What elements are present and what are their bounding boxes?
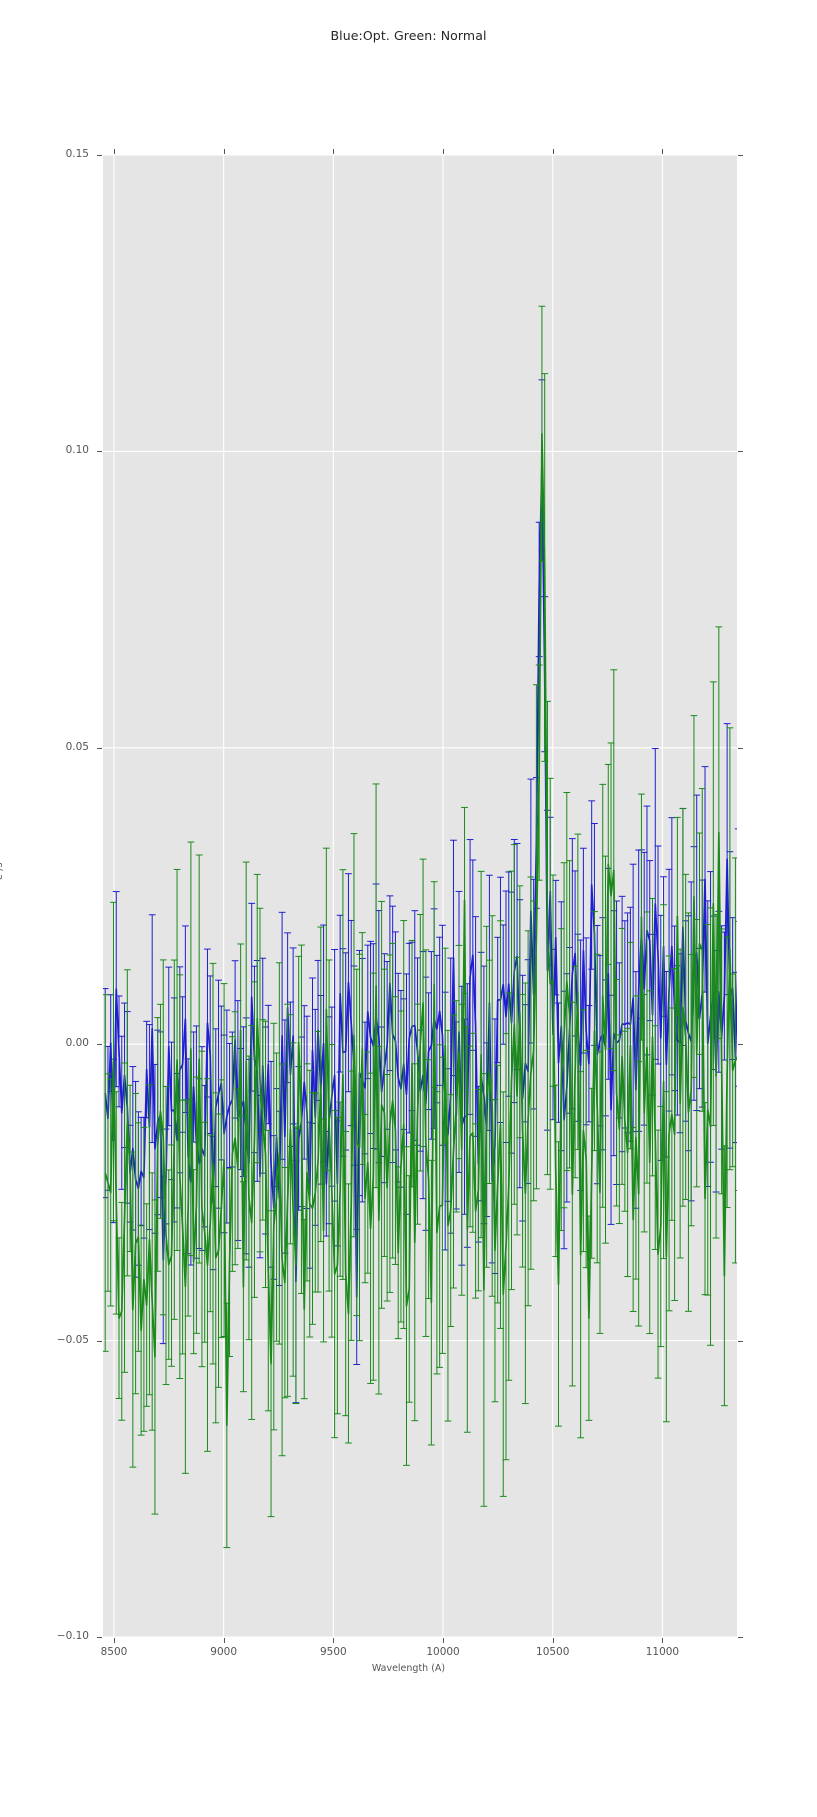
- y-tick-mark-right: [738, 747, 743, 749]
- x-tick-mark: [443, 1638, 445, 1643]
- page-title: Blue:Opt. Green: Normal: [330, 28, 487, 43]
- x-tick-mark: [223, 1638, 225, 1643]
- x-tick-mark: [662, 1638, 664, 1643]
- spectrum-plot: [103, 155, 737, 1637]
- y-tick-label: 0.10: [65, 444, 89, 457]
- data-layer: [103, 305, 737, 1549]
- x-tick-label: 9500: [319, 1646, 347, 1658]
- x-tick-label: 10500: [536, 1646, 570, 1658]
- x-tick-mark-top: [113, 149, 115, 154]
- x-tick-mark-top: [443, 149, 445, 154]
- plot-axes: [103, 155, 737, 1637]
- y-tick-label: 0.05: [65, 740, 89, 753]
- y-tick-mark-right: [738, 155, 743, 156]
- y-tick-mark: [97, 747, 102, 749]
- x-axis-label: Wavelength (A): [371, 1663, 446, 1674]
- y-tick-mark-right: [738, 1044, 743, 1046]
- y-tick-mark: [97, 155, 102, 156]
- x-tick-mark-top: [333, 149, 335, 154]
- axes-background: [103, 155, 737, 1637]
- y-tick-label: −0.05: [56, 1333, 89, 1346]
- y-tick-mark-right: [738, 1340, 743, 1342]
- y-tick-mark: [97, 1637, 102, 1638]
- y-tick-label: −0.10: [56, 1630, 89, 1642]
- x-tick-mark: [552, 1638, 554, 1643]
- y-tick-mark: [97, 1044, 102, 1046]
- y-tick-mark: [97, 451, 102, 453]
- x-tick-mark: [113, 1638, 115, 1643]
- y-axis-label: e-/s: [0, 862, 5, 880]
- x-tick-mark: [333, 1638, 335, 1643]
- x-tick-mark-top: [662, 149, 664, 154]
- x-tick-label: 11000: [645, 1646, 680, 1658]
- x-tick-mark-top: [223, 149, 225, 154]
- y-tick-mark: [97, 1340, 102, 1342]
- x-tick-label: 10000: [426, 1646, 460, 1658]
- y-tick-label: 0.00: [65, 1037, 89, 1050]
- y-tick-mark-right: [738, 1637, 743, 1638]
- y-tick-label: 0.15: [65, 148, 89, 160]
- series-normal: [103, 305, 737, 1549]
- x-tick-label: 9000: [210, 1646, 238, 1658]
- y-tick-mark-right: [738, 451, 743, 453]
- x-tick-mark-top: [552, 149, 554, 154]
- x-tick-label: 8500: [100, 1646, 128, 1658]
